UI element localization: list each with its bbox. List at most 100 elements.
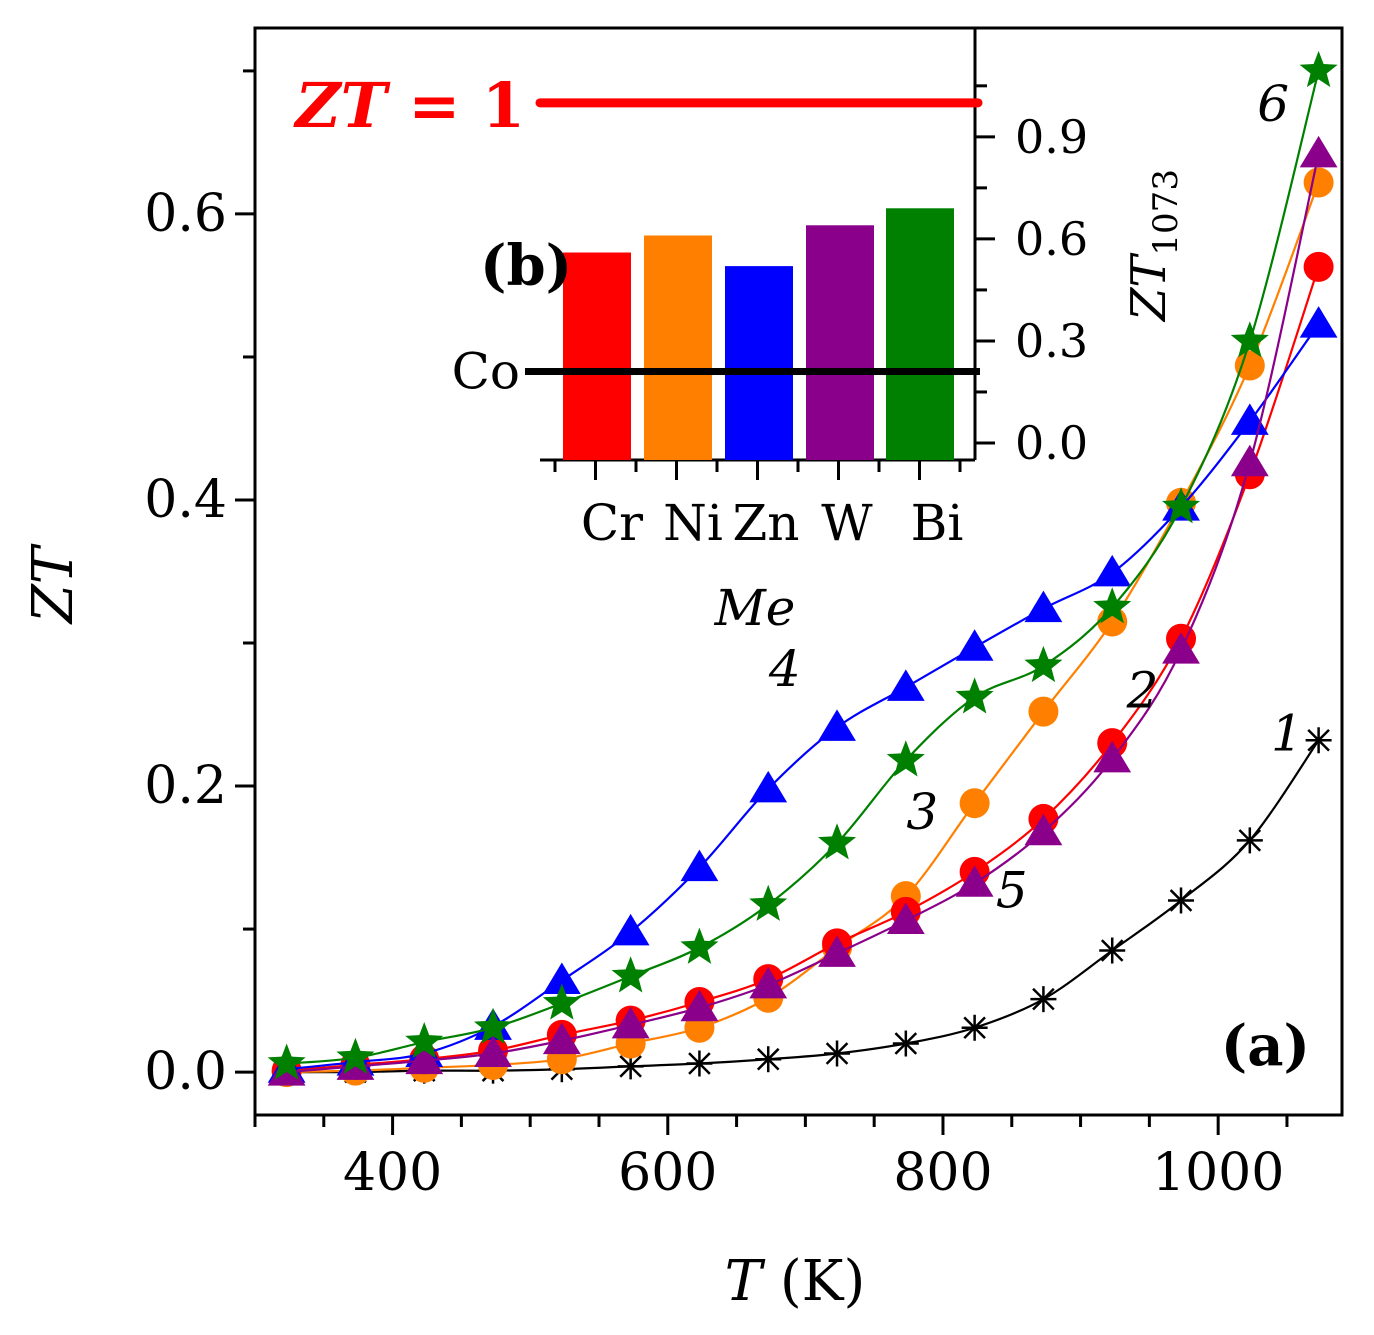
y-tick-label: 0.4: [144, 470, 227, 530]
series-5-point: [1093, 740, 1132, 773]
asterisk-stroke: [619, 1055, 642, 1078]
series-1-point: [1236, 827, 1263, 854]
series-5-point: [886, 902, 925, 934]
asterisk-stroke: [1238, 829, 1262, 852]
series-3-line: [286, 266, 1320, 1072]
series-1-point: [824, 1040, 851, 1067]
series-1-point: [755, 1046, 782, 1073]
inset-x-axis-title: Me: [714, 579, 796, 637]
series-6-point: [680, 927, 719, 964]
inset-category-label: W: [821, 494, 873, 552]
curve-labels: 1 2 3 4 5 6: [768, 75, 1303, 920]
zt1-reference-label: ZT = 1: [292, 69, 525, 142]
y-tick-label: 0.6: [144, 184, 227, 244]
series-4-point: [1024, 590, 1063, 623]
series-6-point: [749, 884, 788, 921]
zt1-label-var: ZT: [292, 69, 390, 142]
series-4-point: [886, 669, 925, 701]
series-layer: [267, 50, 1338, 1088]
series-6-point: [818, 823, 857, 860]
series-4-point: [611, 913, 650, 946]
asterisk-stroke: [1169, 889, 1193, 912]
series-3: [271, 251, 1334, 1086]
asterisk-stroke: [1032, 987, 1055, 1011]
series-4-line: [286, 323, 1320, 1071]
inset-y-tick-label: 0.3: [1015, 314, 1088, 368]
series-1-line: [286, 739, 1320, 1074]
main-axes: 400 600 800 1000 0.0 0.2 0.4 0.6: [144, 69, 1289, 1203]
series-6-point: [1161, 487, 1201, 524]
inset-y-axis-title: ZT1073: [1121, 169, 1186, 323]
series-6-point: [474, 1007, 513, 1044]
y-axis-title: ZT: [21, 543, 86, 625]
inset-y-tick-label: 0.6: [1015, 212, 1088, 266]
inset-category-label: Zn: [733, 494, 800, 552]
series-4-point: [1093, 554, 1132, 587]
series-1-point: [1168, 887, 1195, 914]
series-4-point: [542, 962, 581, 995]
asterisk-stroke: [688, 1052, 711, 1075]
series-2-point: [1028, 696, 1059, 727]
series-5-point: [749, 966, 788, 999]
x-axis-title: T (K): [725, 1249, 866, 1314]
inset-bar-zn: [725, 266, 793, 460]
inset-y-tick-label: 0.9: [1015, 110, 1088, 164]
inset-bar-ni: [644, 235, 712, 460]
curve-label-1: 1: [1271, 704, 1303, 762]
series-1-point: [1030, 986, 1057, 1013]
series-6-point: [886, 740, 925, 777]
series-6-point: [1299, 50, 1338, 88]
x-tick-label: 800: [893, 1143, 992, 1203]
series-2-point: [1234, 350, 1265, 381]
series-3-point: [1303, 251, 1334, 282]
zt1-label-rest: = 1: [387, 69, 525, 142]
panel-label-a: (a): [1221, 1013, 1310, 1079]
series-6-point: [267, 1043, 306, 1080]
series-2-point: [959, 788, 990, 819]
series-5-point: [818, 935, 856, 967]
inset-category-label: Bi: [911, 494, 964, 552]
x-axis-title-unit: (K): [780, 1249, 866, 1314]
inset-bar-w: [806, 225, 874, 460]
inset-bar-bi: [886, 208, 954, 460]
series-1-point: [1305, 727, 1332, 754]
panel-label-b: (b): [480, 233, 572, 299]
asterisk-stroke: [1307, 728, 1330, 752]
inset-category-label: Cr: [581, 494, 643, 552]
curve-label-5: 5: [996, 862, 1028, 920]
y-tick-label: 0.2: [144, 756, 227, 816]
asterisk-stroke: [756, 1047, 780, 1071]
series-6-point: [542, 983, 581, 1020]
curve-label-6: 6: [1257, 75, 1289, 133]
series-5-point: [1162, 632, 1200, 664]
series-4-point: [680, 849, 719, 882]
asterisk-stroke: [825, 1042, 849, 1065]
series-6-point: [1230, 321, 1269, 358]
series-2-point: [1303, 167, 1334, 198]
inset-y-title-main: ZT: [1121, 253, 1177, 323]
series-6-point: [955, 677, 994, 714]
series-1-point: [961, 1014, 988, 1041]
curve-label-3: 3: [906, 783, 938, 841]
series-4: [267, 306, 1338, 1083]
series-5-point: [955, 865, 994, 897]
inset-bar-cr: [563, 252, 631, 460]
series-6-point: [405, 1022, 444, 1059]
inset-y-tick-label: 0.0: [1015, 416, 1088, 470]
series-5: [267, 135, 1338, 1086]
curve-label-2: 2: [1126, 661, 1159, 719]
x-tick-label: 1000: [1152, 1143, 1284, 1203]
series-4-point: [749, 770, 788, 803]
series-1: [273, 727, 1332, 1086]
series-5-point: [611, 1006, 650, 1039]
x-tick-label: 400: [343, 1143, 442, 1203]
series-6: [267, 50, 1338, 1080]
series-6-point: [1024, 645, 1063, 683]
series-5-point: [405, 1042, 444, 1075]
asterisk-stroke: [963, 1016, 986, 1040]
series-5-point: [1024, 813, 1063, 846]
curve-label-4: 4: [768, 640, 801, 698]
inset-y-title-sub: 1073: [1146, 169, 1186, 256]
